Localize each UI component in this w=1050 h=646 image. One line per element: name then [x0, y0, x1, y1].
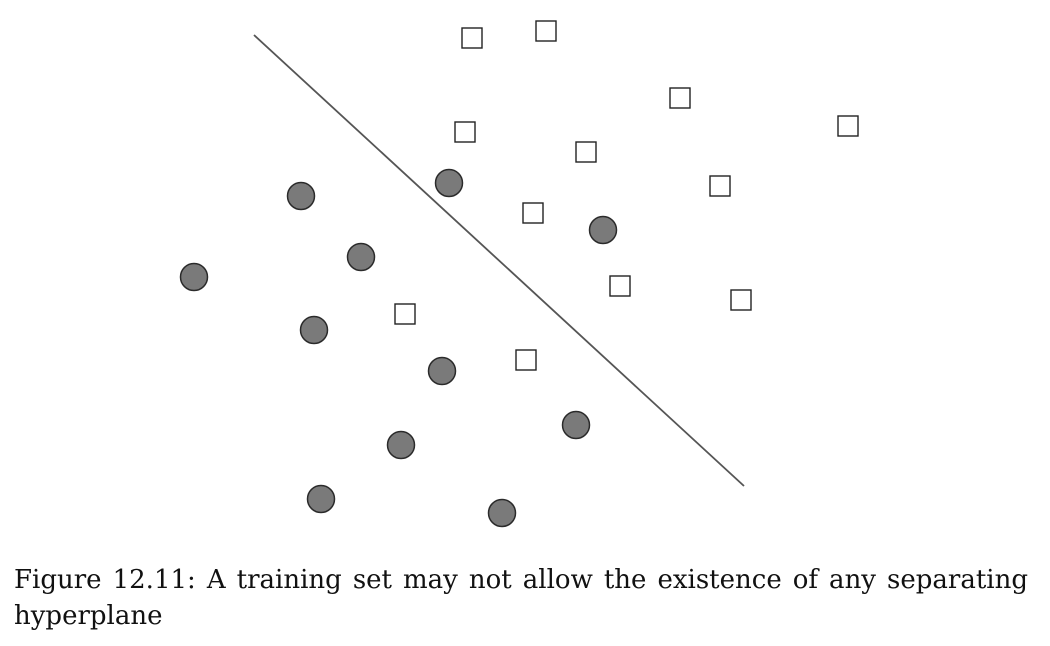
circle-point [286, 181, 316, 211]
square-point [454, 121, 476, 143]
separating-line [253, 34, 745, 487]
circle-point [346, 242, 376, 272]
square-point [394, 303, 416, 325]
square-point [515, 349, 537, 371]
square-point [709, 175, 731, 197]
circle-point [487, 498, 517, 528]
square-point [535, 20, 557, 42]
square-point [669, 87, 691, 109]
square-point [837, 115, 859, 137]
square-points [394, 20, 859, 371]
circle-point [179, 262, 209, 292]
figure-plot [179, 20, 859, 528]
circle-point [299, 315, 329, 345]
square-point [575, 141, 597, 163]
circle-point [434, 168, 464, 198]
circle-point [386, 430, 416, 460]
circle-points [179, 168, 618, 528]
circle-point [427, 356, 457, 386]
square-point [522, 202, 544, 224]
square-point [609, 275, 631, 297]
circle-point [306, 484, 336, 514]
figure-caption: Figure 12.11: A training set may not all… [14, 565, 1028, 631]
square-point [461, 27, 483, 49]
circle-point [561, 410, 591, 440]
circle-point [588, 215, 618, 245]
square-point [730, 289, 752, 311]
